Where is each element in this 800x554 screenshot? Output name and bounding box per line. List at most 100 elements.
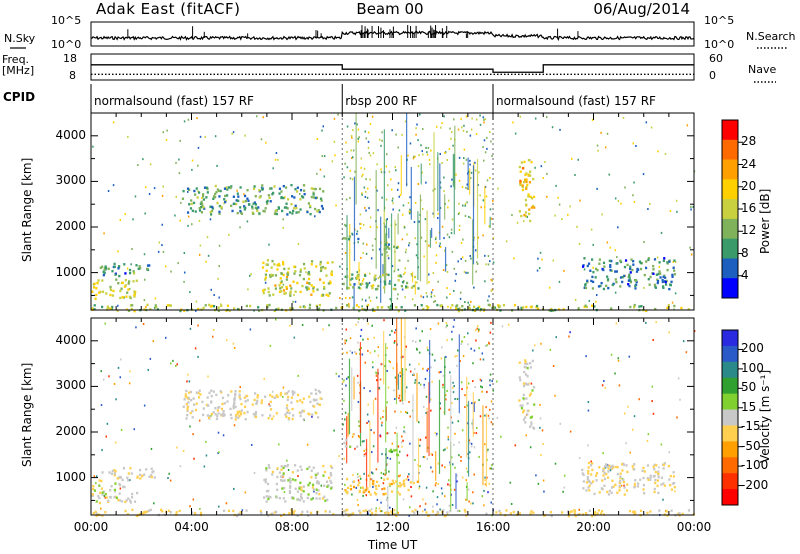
power-scatter <box>282 196 285 200</box>
velocity-scatter <box>284 500 287 503</box>
power-echo <box>686 124 689 127</box>
power-scatter <box>413 275 417 279</box>
power-echo <box>558 203 561 206</box>
velocity-scatter <box>601 487 604 491</box>
velocity-scatter <box>578 512 581 516</box>
power-scatter <box>255 207 259 210</box>
power-scatter <box>661 278 664 282</box>
velocity-echo <box>344 342 346 345</box>
velocity-scatter <box>287 390 290 393</box>
power-scatter <box>292 280 295 283</box>
power-echo <box>643 286 645 289</box>
velocity-colorbar-label: Velocity [m s⁻¹] <box>758 369 772 463</box>
power-scatter <box>131 304 134 307</box>
velocity-echo <box>454 432 456 435</box>
velocity-echo <box>463 335 466 338</box>
power-echo <box>415 254 418 257</box>
velocity-scatter <box>301 410 304 413</box>
velocity-scatter <box>234 418 237 421</box>
velocity-echo <box>490 321 492 324</box>
power-streak <box>358 261 360 286</box>
velocity-echo <box>402 355 404 358</box>
power-scatter <box>299 270 302 273</box>
power-echo <box>647 207 649 210</box>
power-echo <box>391 265 394 268</box>
power-echo <box>209 218 212 221</box>
velocity-scatter <box>643 470 646 473</box>
power-scatter <box>200 211 204 214</box>
power-echo <box>464 214 467 217</box>
power-echo <box>333 140 336 143</box>
velocity-echo <box>484 414 486 417</box>
power-scatter <box>644 266 648 270</box>
power-scatter <box>627 283 630 286</box>
power-ytick-label: 4000 <box>55 127 86 142</box>
velocity-echo <box>386 462 389 465</box>
velocity-scatter <box>639 509 643 513</box>
velocity-scatter <box>671 482 674 485</box>
power-echo <box>468 304 471 307</box>
velocity-echo <box>297 475 299 478</box>
power-echo <box>370 257 373 260</box>
power-echo <box>367 303 370 306</box>
power-scatter <box>214 192 217 196</box>
power-scatter <box>527 193 530 196</box>
velocity-scatter <box>292 497 295 500</box>
velocity-scatter <box>619 477 622 480</box>
velocity-scatter <box>98 496 101 500</box>
velocity-echo <box>311 415 313 418</box>
velocity-scatter <box>317 416 320 419</box>
power-echo <box>464 204 466 207</box>
power-echo <box>367 146 370 149</box>
velocity-echo <box>408 506 411 509</box>
velocity-scatter <box>636 485 639 488</box>
velocity-scatter <box>603 484 606 487</box>
power-scatter <box>218 204 221 208</box>
velocity-echo <box>342 381 344 384</box>
velocity-echo <box>625 442 627 445</box>
power-colorbar-tick-label: 24 <box>741 156 757 171</box>
velocity-echo <box>440 357 443 360</box>
velocity-scatter <box>524 359 527 362</box>
velocity-scatter <box>194 408 198 412</box>
velocity-echo <box>460 343 463 346</box>
velocity-echo <box>370 508 373 511</box>
power-echo <box>401 213 404 216</box>
velocity-scatter <box>326 498 329 502</box>
power-echo <box>463 270 466 273</box>
power-echo <box>369 225 372 228</box>
power-scatter <box>535 304 539 308</box>
power-echo <box>187 215 190 218</box>
velocity-scatter <box>324 510 327 513</box>
velocity-scatter <box>202 407 205 410</box>
power-scatter <box>123 263 126 266</box>
velocity-scatter <box>269 400 272 404</box>
power-scatter <box>118 274 121 278</box>
power-echo <box>364 273 367 276</box>
power-scatter <box>307 277 311 281</box>
velocity-scatter <box>292 414 295 417</box>
power-echo <box>137 164 139 167</box>
power-echo <box>442 269 445 272</box>
power-scatter <box>119 296 122 300</box>
velocity-scatter <box>222 412 225 415</box>
power-echo <box>474 169 477 172</box>
velocity-scatter <box>389 448 393 452</box>
power-echo <box>385 198 388 201</box>
power-echo <box>642 173 645 176</box>
power-streak <box>420 163 422 185</box>
power-echo <box>365 252 368 255</box>
power-echo <box>415 133 417 136</box>
power-echo <box>567 213 569 216</box>
velocity-echo <box>430 398 432 401</box>
velocity-scatter <box>264 478 267 481</box>
velocity-scatter <box>390 450 393 453</box>
power-scatter <box>239 206 242 209</box>
power-echo <box>351 157 353 160</box>
velocity-scatter <box>616 491 619 494</box>
power-scatter <box>372 284 375 287</box>
velocity-scatter <box>319 397 322 400</box>
velocity-echo <box>578 508 581 511</box>
velocity-scatter <box>244 418 247 421</box>
power-echo <box>393 270 396 273</box>
